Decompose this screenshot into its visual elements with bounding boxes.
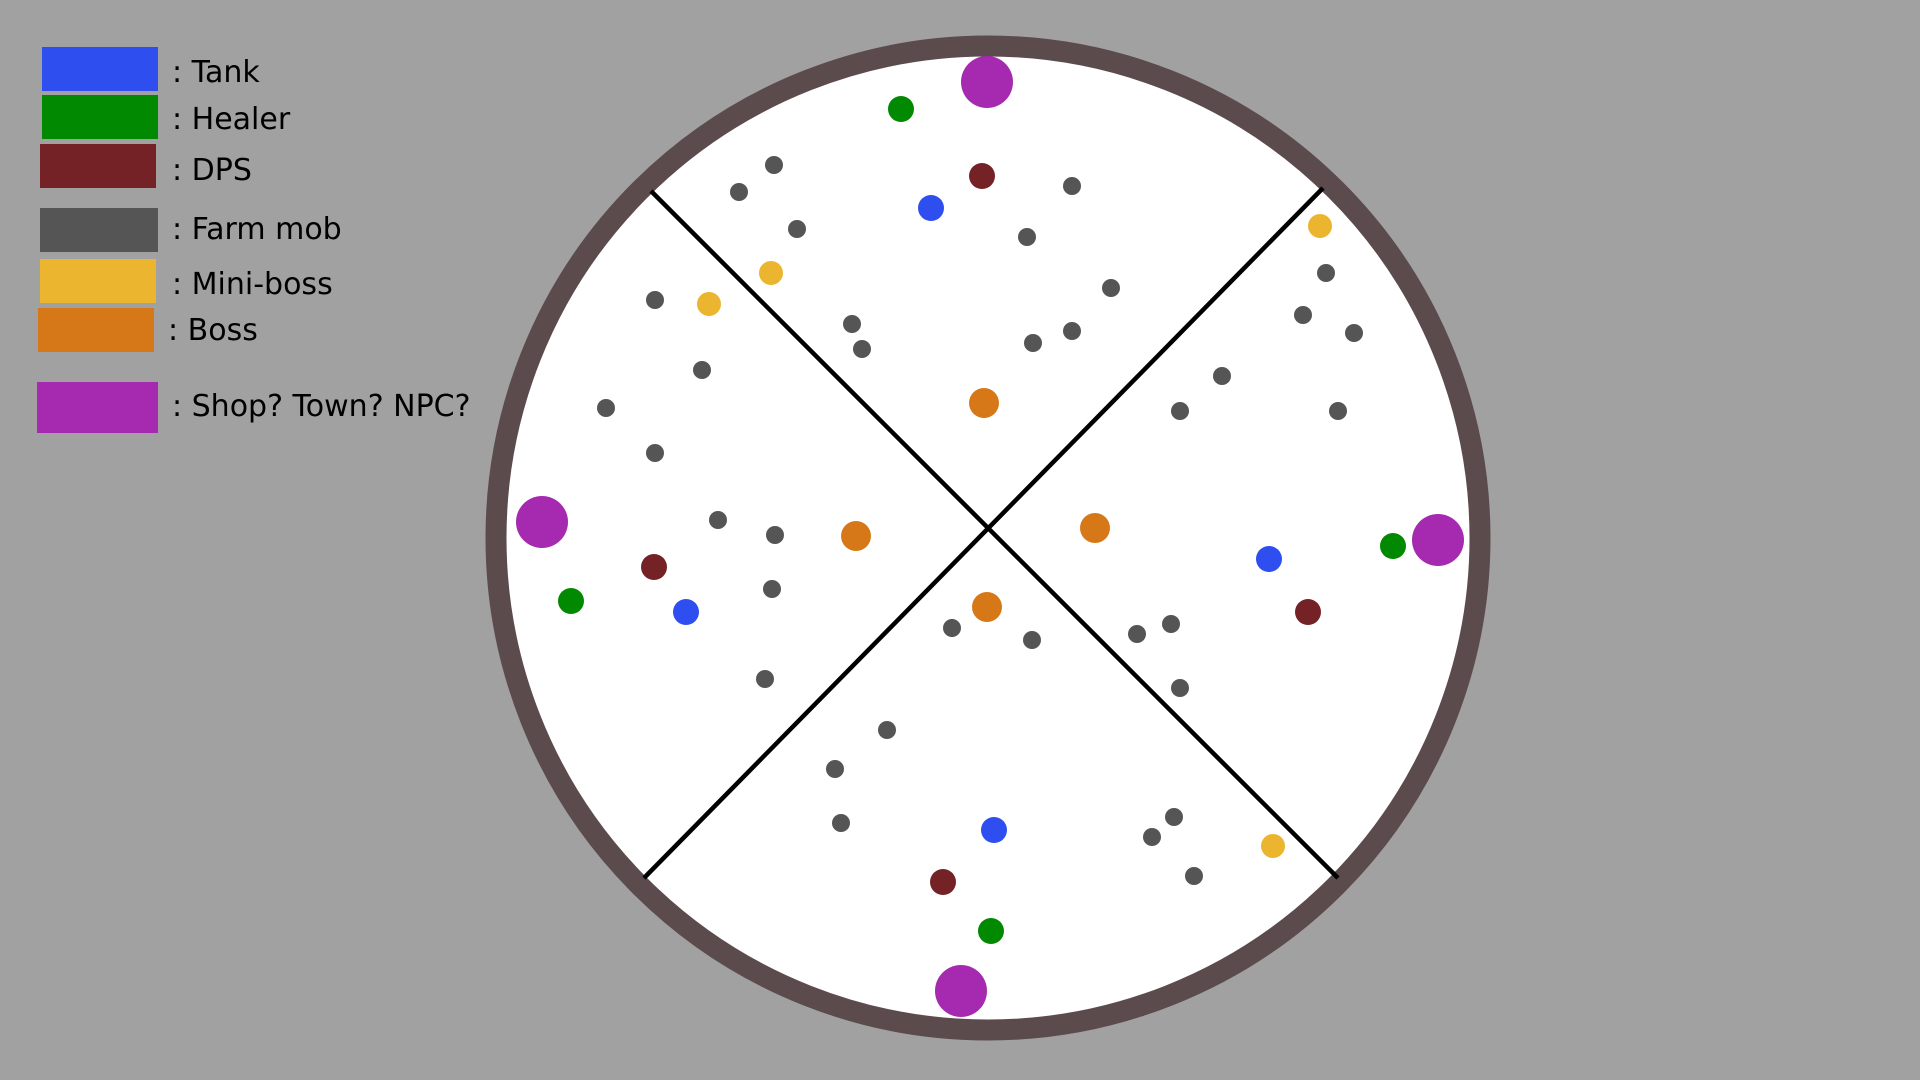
legend-label-boss: : Boss (168, 313, 258, 348)
farm-mob-marker (597, 399, 615, 417)
farm-mob-marker (1185, 867, 1203, 885)
farm-mob-marker (1023, 631, 1041, 649)
legend-swatch-farm (40, 208, 158, 252)
boss-marker (972, 592, 1002, 622)
farm-mob-marker (693, 361, 711, 379)
farm-mob-marker (853, 340, 871, 358)
farm-mob-marker (1162, 615, 1180, 633)
tank-marker (981, 817, 1007, 843)
farm-mob-marker (1171, 402, 1189, 420)
legend-swatch-shop (37, 382, 158, 433)
farm-mob-marker (1063, 177, 1081, 195)
shop-marker (1412, 514, 1464, 566)
tank-marker (673, 599, 699, 625)
farm-mob-marker (763, 580, 781, 598)
legend-label-healer: : Healer (172, 102, 291, 137)
farm-mob-marker (1345, 324, 1363, 342)
farm-mob-marker (832, 814, 850, 832)
legend-label-tank: : Tank (172, 55, 260, 90)
divider-line-ne-sw (642, 186, 1325, 880)
miniboss-marker (697, 292, 721, 316)
farm-mob-marker (1063, 322, 1081, 340)
farm-mob-marker (730, 183, 748, 201)
farm-mob-marker (1171, 679, 1189, 697)
healer-marker (978, 918, 1004, 944)
boss-marker (969, 388, 999, 418)
farm-mob-marker (766, 526, 784, 544)
farm-mob-marker (646, 291, 664, 309)
farm-mob-marker (843, 315, 861, 333)
dps-marker (1295, 599, 1321, 625)
miniboss-marker (1308, 214, 1332, 238)
healer-marker (1380, 533, 1406, 559)
farm-mob-marker (756, 670, 774, 688)
farm-mob-marker (1024, 334, 1042, 352)
farm-mob-marker (1143, 828, 1161, 846)
miniboss-marker (1261, 834, 1285, 858)
legend-swatch-tank (42, 47, 158, 91)
shop-marker (935, 965, 987, 1017)
boss-marker (1080, 513, 1110, 543)
farm-mob-marker (1317, 264, 1335, 282)
circular-map (485, 35, 1491, 1041)
farm-mob-marker (1165, 808, 1183, 826)
farm-mob-marker (1128, 625, 1146, 643)
shop-marker (961, 56, 1013, 108)
farm-mob-marker (1018, 228, 1036, 246)
healer-marker (888, 96, 914, 122)
farm-mob-marker (709, 511, 727, 529)
farm-mob-marker (788, 220, 806, 238)
map-ring (485, 35, 1491, 1041)
legend-label-dps: : DPS (172, 153, 252, 188)
farm-mob-marker (826, 760, 844, 778)
tank-marker (918, 195, 944, 221)
tank-marker (1256, 546, 1282, 572)
miniboss-marker (759, 261, 783, 285)
farm-mob-marker (943, 619, 961, 637)
dps-marker (969, 163, 995, 189)
legend-swatch-boss (38, 308, 154, 352)
shop-marker (516, 496, 568, 548)
farm-mob-marker (765, 156, 783, 174)
dps-marker (930, 869, 956, 895)
boss-marker (841, 521, 871, 551)
legend: : Tank : Healer : DPS : Farm mob : Mini-… (37, 47, 471, 433)
healer-marker (558, 588, 584, 614)
legend-label-miniboss: : Mini-boss (172, 267, 333, 302)
farm-mob-marker (1102, 279, 1120, 297)
farm-mob-marker (878, 721, 896, 739)
farm-mob-marker (1294, 306, 1312, 324)
legend-swatch-dps (40, 144, 156, 188)
farm-mob-marker (1329, 402, 1347, 420)
divider-line-nw-se (649, 189, 1340, 880)
legend-label-shop: : Shop? Town? NPC? (172, 389, 471, 424)
dps-marker (641, 554, 667, 580)
farm-mob-marker (646, 444, 664, 462)
legend-swatch-healer (42, 95, 158, 139)
legend-swatch-miniboss (40, 259, 156, 303)
legend-label-farm: : Farm mob (172, 212, 342, 247)
farm-mob-marker (1213, 367, 1231, 385)
